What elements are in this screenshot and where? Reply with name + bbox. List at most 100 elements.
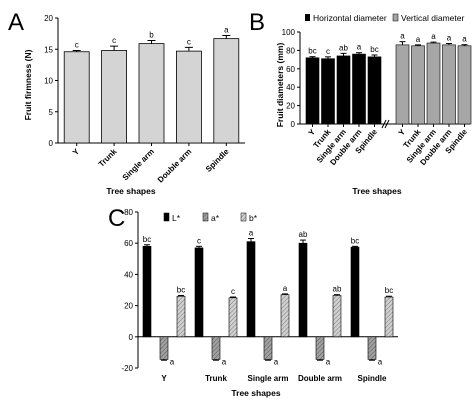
panel-b-legend-swatch-horizontal: [305, 14, 310, 21]
panel-b-sig-letter: ab: [339, 43, 348, 52]
panel-c-bar: [384, 296, 394, 338]
panel-c-bar: [332, 295, 342, 338]
panel-b-ytick-label: 40: [286, 83, 295, 92]
panel-a-bar: [175, 50, 202, 144]
panel-c-ytick-label: 80: [124, 208, 133, 217]
panel-a-sig-letter: a: [224, 26, 229, 35]
panel-a-xtick-label: Single arm: [121, 147, 156, 182]
panel-c-bar: [211, 336, 221, 360]
panel-b-bar: [321, 58, 335, 125]
panel-a-xtick-label: Spindle: [204, 147, 231, 174]
panel-b-sig-letter: a: [431, 32, 436, 41]
panel-b-sig-letter: a: [447, 34, 452, 43]
panel-b-bar: [426, 42, 441, 125]
panel-b-xtick-label: Y: [397, 127, 408, 137]
panel-c-label: C: [108, 205, 125, 232]
panel-c-sig-letter: a: [274, 357, 279, 366]
panel-c-bar: [142, 246, 152, 338]
panel-a-sig-letter: c: [112, 36, 116, 45]
panel-a-ytick-label: 10: [44, 77, 53, 86]
panel-b-xtick-label: Y: [307, 127, 318, 137]
panel-a-bar: [213, 38, 240, 144]
panel-b-bar: [442, 44, 456, 125]
panel-c-sig-letter: ab: [333, 285, 342, 294]
panel-a-sig-letter: c: [75, 41, 79, 50]
panel-b-legend-horizontal: Horizontal diameter: [313, 13, 387, 23]
panel-b-bar: [367, 56, 382, 125]
panel-a-xtick-label: Trunk: [97, 147, 119, 169]
panel-c-ytick-label: 40: [124, 270, 133, 279]
panel-b-axis-break: [381, 119, 387, 129]
panel-a-xtick-label: Y: [71, 147, 82, 158]
panel-a-label: A: [8, 9, 24, 36]
panel-c-xtick-label: Double arm: [298, 374, 342, 383]
panel-c-sig-letter: bc: [385, 286, 393, 295]
panel-c-sig-letter: a: [222, 357, 227, 366]
panel-b-bar: [352, 53, 366, 125]
panel-a-bar: [101, 50, 127, 144]
panel-c-sig-letter: bc: [351, 236, 359, 245]
panel-b-chart: B Fruit diameters (mm) Tree shapes 0 20 40…: [249, 9, 472, 196]
panel-b-bar: [411, 45, 425, 125]
panel-a-xlabel: Tree shapes: [106, 186, 155, 196]
panel-c-bar: [367, 336, 377, 360]
panel-a-ytick-label: 15: [44, 45, 53, 54]
panel-b-axis-break: [384, 119, 390, 129]
panel-b-legend-swatch-vertical: [392, 13, 399, 22]
panel-b-xlabel: Tree shapes: [352, 186, 401, 196]
panel-c-xtick-label: Single arm: [248, 374, 289, 383]
panel-a-ytick-label: 0: [49, 139, 54, 148]
panel-b-bar: [305, 57, 320, 125]
panel-c-legend-swatch: [202, 212, 209, 222]
panel-b-sig-letter: a: [462, 35, 467, 44]
panel-c-bar: [263, 336, 273, 360]
panel-c-legend-label: L*: [172, 213, 181, 223]
panel-c-sig-letter: ab: [299, 230, 308, 239]
panel-b-sig-letter: c: [326, 47, 330, 56]
panel-b-label: B: [249, 9, 265, 36]
panel-b-ytick-label: 80: [286, 46, 295, 55]
panel-b-sig-letter: a: [400, 32, 405, 41]
panel-c-bar: [246, 241, 256, 338]
panel-c-sig-letter: a: [249, 229, 254, 238]
panel-a-bar: [138, 43, 165, 144]
panel-c-xtick-label: Trunk: [205, 374, 227, 383]
panel-a-chart: A Fruit firmness (N) Tree shapes 0 5 10 15 2…: [8, 9, 245, 196]
panel-b-ytick-label: 0: [291, 120, 296, 129]
panel-a-bar: [63, 51, 90, 144]
panel-a-sig-letter: b: [149, 31, 154, 40]
panel-b-sig-letter: bc: [370, 45, 378, 54]
panel-c-sig-letter: c: [197, 236, 201, 245]
panel-c-xlabel: Tree shapes: [231, 388, 280, 398]
panel-c-legend-label: a*: [211, 213, 220, 223]
panel-c-bar: [176, 295, 186, 338]
panel-c-bar: [298, 242, 308, 338]
panel-c-legend-label: b*: [249, 213, 258, 223]
panel-b-legend-vertical: Vertical diameter: [401, 13, 464, 23]
panel-c-bar: [159, 336, 169, 360]
panel-a-ytick-label: 5: [49, 108, 54, 117]
panel-c-sig-letter: a: [170, 357, 175, 366]
panel-c-xtick-label: Spindle: [358, 374, 387, 383]
panel-b-sig-letter: bc: [308, 47, 316, 56]
panel-c-sig-letter: a: [378, 357, 383, 366]
panel-a-xtick-label: Double arm: [156, 147, 193, 184]
panel-b-sig-letter: a: [357, 43, 362, 52]
panel-c-bar: [228, 297, 238, 338]
panel-c-legend-swatch: [240, 212, 247, 222]
panel-c-bar: [194, 247, 204, 338]
panel-c-sig-letter: bc: [177, 285, 185, 294]
panel-b-bar: [457, 45, 472, 125]
panel-c-sig-letter: c: [231, 287, 235, 296]
panel-c-ytick-label: 0: [129, 333, 134, 342]
panel-c-xtick-label: Y: [161, 374, 167, 383]
panel-b-ytick-label: 20: [286, 102, 295, 111]
panel-c-ytick-label: 60: [124, 239, 133, 248]
panel-a-ytick-label: 20: [44, 14, 53, 23]
panel-c-sig-letter: bc: [143, 235, 151, 244]
panel-c-sig-letter: a: [283, 284, 288, 293]
panel-c-bar: [315, 336, 325, 360]
panel-c-ytick-label: 20: [124, 302, 133, 311]
panel-c-chart: C Tree shapes -20 0 20 40 60 80 bc a bc Yc a c Trunk…: [108, 205, 398, 398]
